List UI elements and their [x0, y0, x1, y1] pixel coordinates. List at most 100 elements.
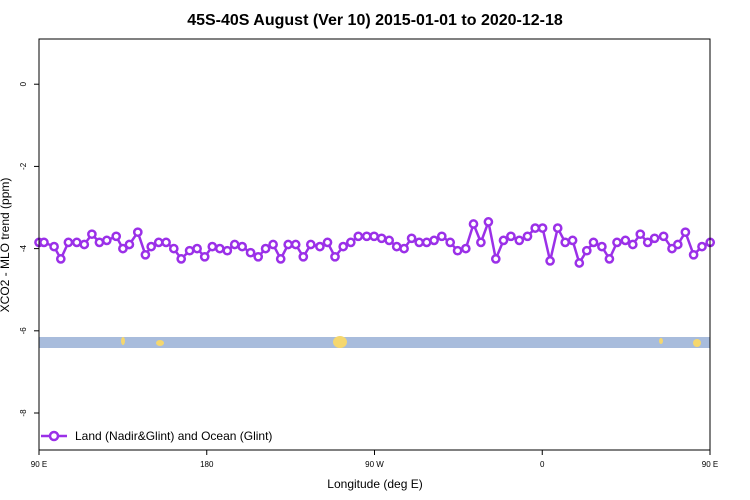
x-axis: 90 E 180 90 W 0 90 E [31, 450, 718, 469]
data-point [245, 247, 256, 258]
data-point [391, 241, 402, 252]
data-point [436, 231, 447, 242]
land-patch-3 [659, 338, 663, 344]
land-patch-0 [121, 337, 125, 345]
data-point [229, 239, 240, 250]
data-point [649, 233, 660, 244]
y-tick-label: -4 [19, 244, 28, 252]
chart-title: 45S-40S August (Ver 10) 2015-01-01 to 20… [187, 12, 563, 29]
data-point [376, 233, 387, 244]
data-point [406, 233, 417, 244]
y-axis-title: XCO2 - MLO trend (ppm) [0, 178, 12, 313]
data-point [192, 243, 202, 254]
x-tick-label: 180 [200, 460, 214, 469]
data-point [688, 249, 699, 260]
data-point [161, 237, 171, 248]
land-patch-1 [156, 340, 164, 346]
data-point [490, 254, 501, 264]
data-point [574, 258, 585, 268]
data-point [71, 237, 82, 248]
data-point [522, 231, 533, 242]
data-point [597, 241, 607, 252]
data-point [207, 241, 218, 252]
y-axis: 0 -2 -4 -6 -8 [19, 81, 39, 417]
data-point [214, 243, 225, 254]
data-point [322, 237, 333, 248]
plot-frame [38, 38, 711, 451]
data-point [460, 243, 471, 254]
data-point [635, 229, 646, 240]
x-tick-label: 90 W [365, 460, 384, 469]
data-point [124, 239, 135, 250]
data-point [176, 254, 187, 264]
data-point [642, 237, 653, 248]
data-point [305, 239, 316, 250]
data-point [530, 223, 541, 233]
data-point [353, 231, 364, 242]
data-point [275, 254, 286, 264]
data-point [680, 227, 691, 238]
x-tick-label: 0 [540, 460, 545, 469]
data-point [315, 241, 325, 252]
data-point [132, 227, 143, 238]
data-point [94, 237, 105, 248]
data-point [399, 243, 409, 254]
data-point [146, 241, 157, 252]
data-point [184, 245, 195, 256]
data-point [283, 239, 294, 250]
surface-type-strip [39, 336, 710, 348]
data-point [222, 245, 233, 256]
series-layer [34, 217, 716, 268]
data-point [567, 235, 578, 246]
legend-label: Land (Nadir&Glint) and Ocean (Glint) [75, 429, 272, 443]
data-point [604, 254, 615, 264]
data-point [588, 237, 599, 248]
data-point [361, 231, 372, 242]
y-tick-label: -2 [19, 162, 28, 170]
data-point [345, 237, 356, 248]
data-point [111, 231, 122, 242]
data-point [506, 231, 516, 242]
data-point [140, 249, 151, 260]
data-point [87, 229, 97, 240]
data-point [581, 245, 592, 256]
data-point [153, 237, 164, 248]
land-patch-2 [333, 336, 347, 348]
data-point [537, 223, 548, 233]
data-point [498, 235, 509, 246]
ocean-band [39, 337, 710, 348]
data-point [79, 239, 90, 250]
data-point [672, 239, 683, 250]
data-point [468, 219, 479, 229]
y-tick-label: -8 [19, 409, 28, 417]
data-point [118, 243, 128, 254]
x-tick-label: 90 E [31, 460, 47, 469]
data-point [429, 235, 439, 246]
legend-marker-sample [48, 430, 60, 442]
data-point [253, 251, 264, 262]
data-point [330, 251, 340, 262]
data-point [545, 256, 555, 266]
data-point [55, 254, 66, 264]
data-point [697, 241, 707, 252]
legend: Land (Nadir&Glint) and Ocean (Glint) [41, 429, 272, 443]
data-point [384, 235, 395, 246]
data-point [514, 235, 525, 246]
x-axis-title: Longitude (deg E) [327, 477, 422, 491]
data-point [483, 217, 494, 227]
land-patch-4 [693, 339, 701, 347]
data-point [658, 231, 669, 242]
data-point [476, 237, 486, 248]
data-point [101, 235, 112, 246]
data-point [237, 241, 248, 252]
y-tick-label: -6 [19, 327, 28, 335]
data-point [290, 239, 301, 250]
x-tick-label: 90 E [702, 460, 718, 469]
data-point [421, 237, 432, 248]
data-point [338, 241, 349, 252]
data-point [612, 237, 622, 248]
data-point [63, 237, 74, 248]
data-point [627, 239, 638, 250]
data-point [452, 245, 463, 256]
